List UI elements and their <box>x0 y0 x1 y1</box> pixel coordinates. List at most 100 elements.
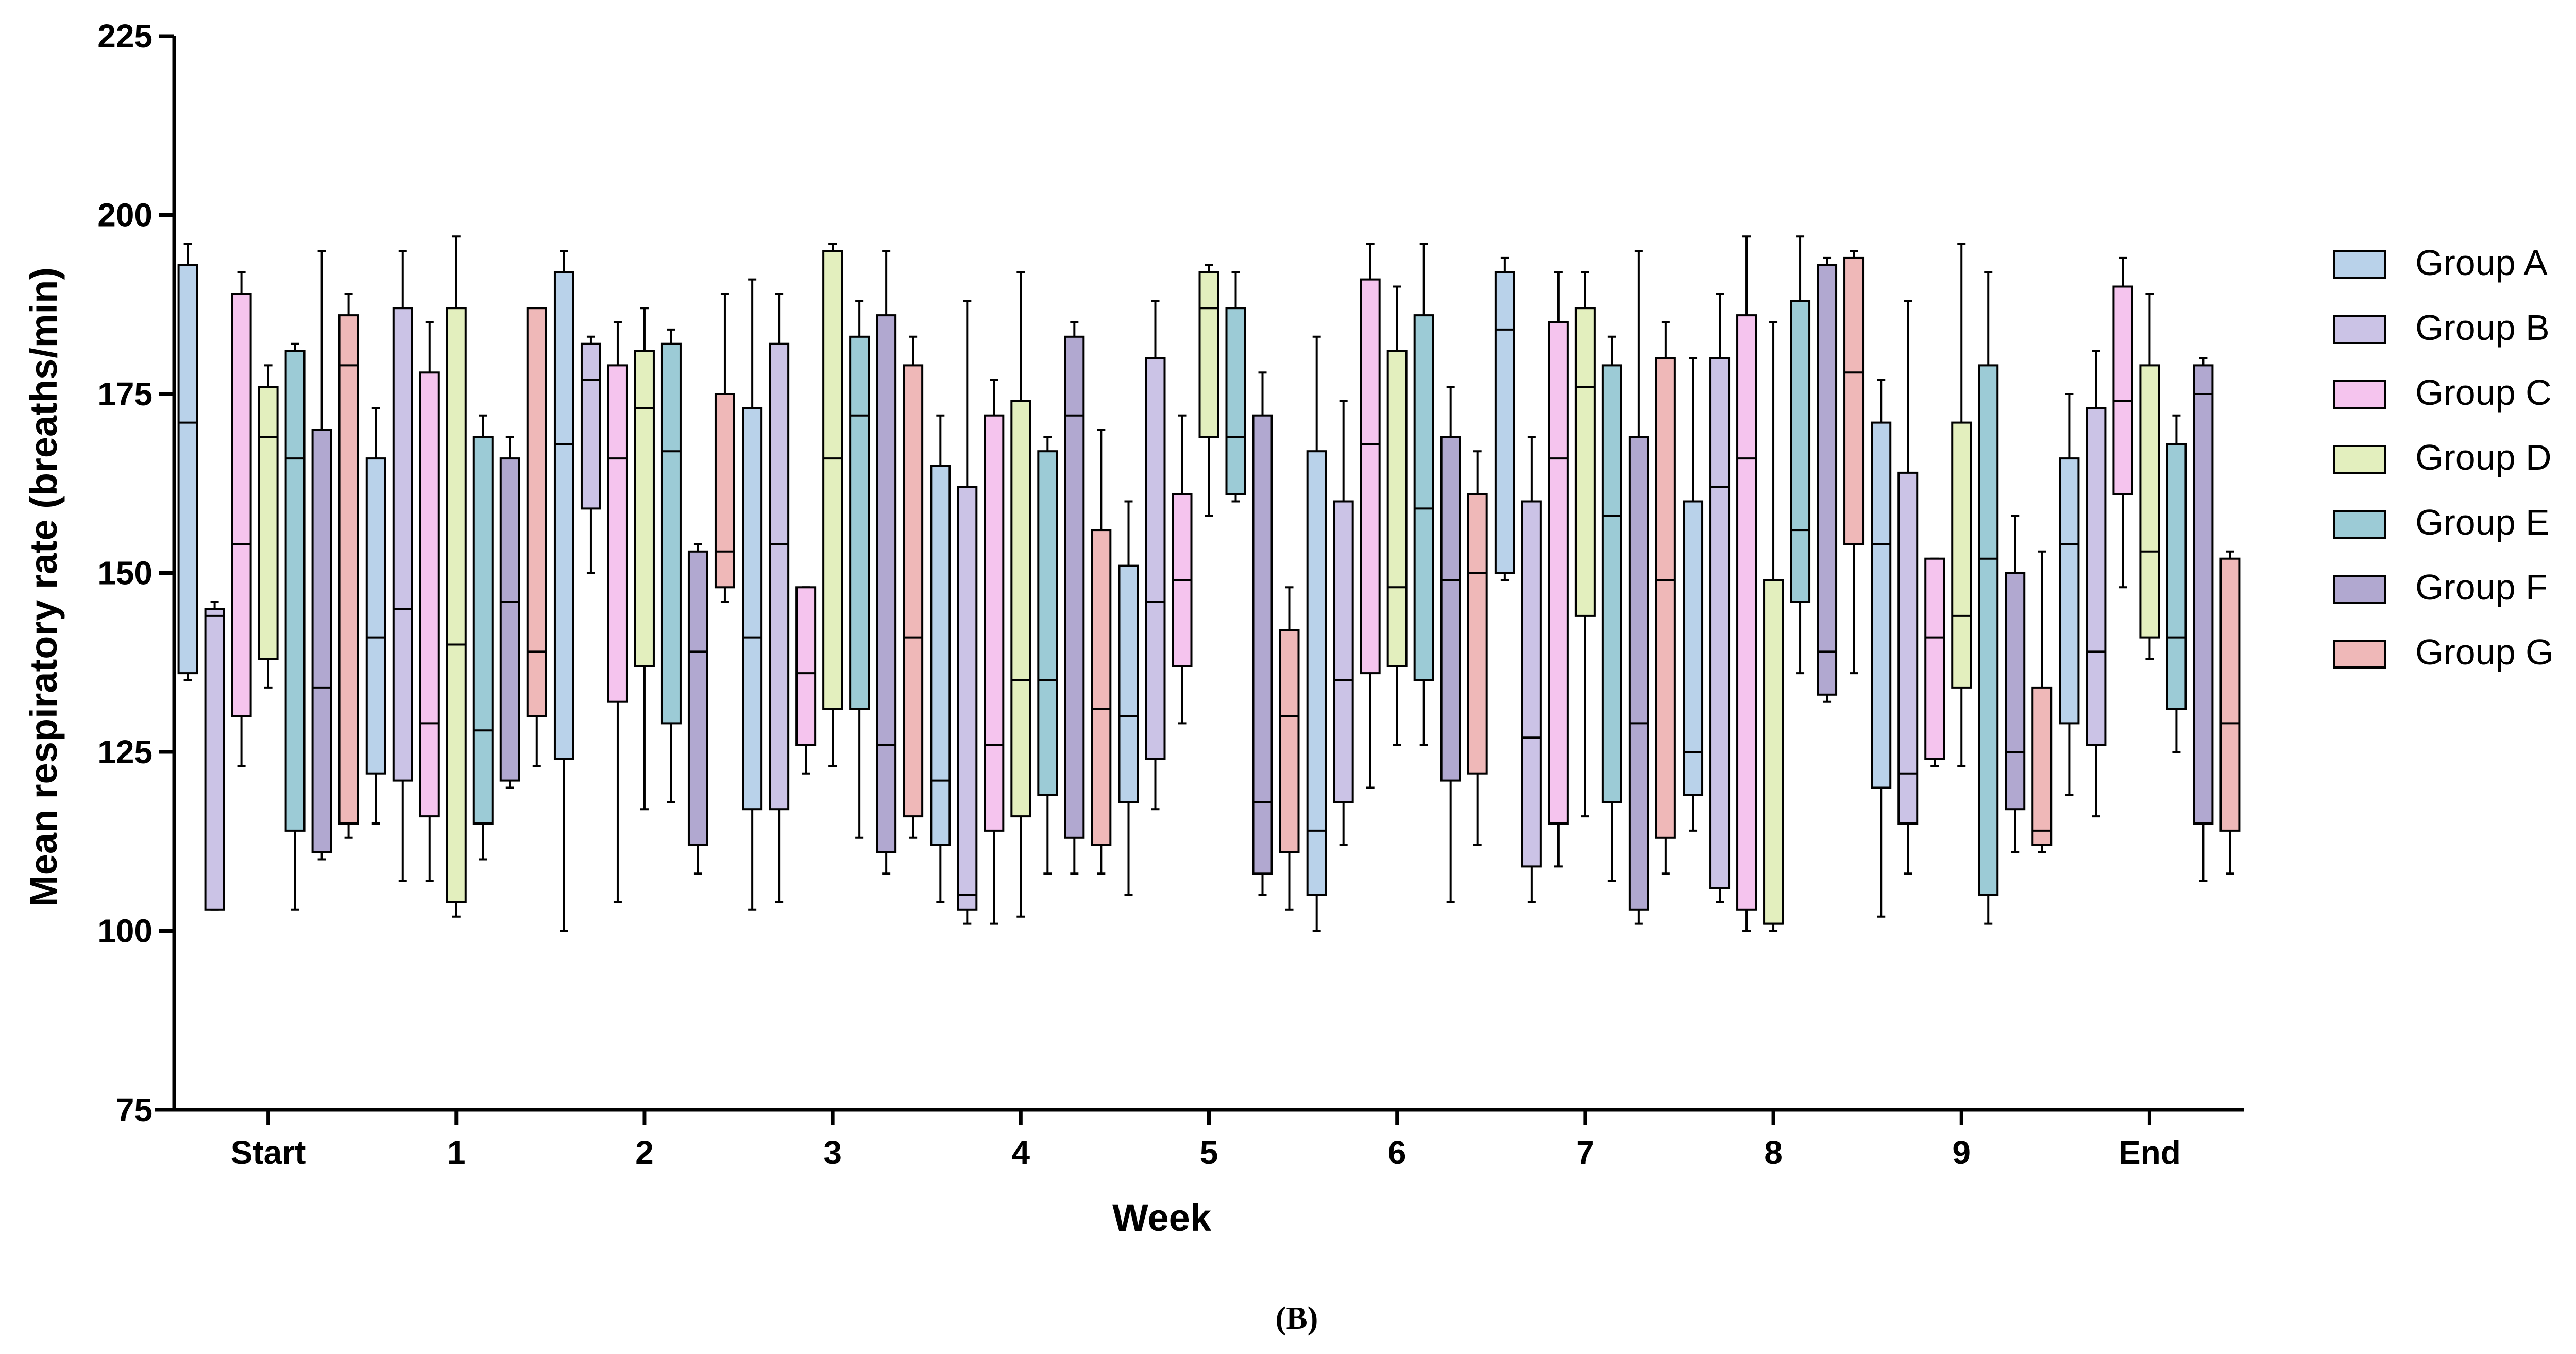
box <box>580 342 601 510</box>
box <box>687 550 708 846</box>
box <box>984 414 1005 832</box>
legend-swatch <box>2333 510 2386 539</box>
box <box>634 350 655 667</box>
box <box>1521 500 1542 868</box>
box <box>258 386 279 660</box>
box <box>2139 364 2160 639</box>
legend-swatch <box>2333 315 2386 344</box>
legend-item: Group A <box>2333 243 2548 283</box>
box <box>1601 364 1622 803</box>
box <box>419 371 440 818</box>
box <box>1386 350 1408 667</box>
legend-swatch <box>2333 250 2386 279</box>
box <box>1145 357 1166 760</box>
box <box>1897 471 1919 825</box>
legend-label: Group G <box>2415 632 2553 672</box>
box <box>1413 314 1434 681</box>
legend-label: Group F <box>2415 567 2548 607</box>
x-tick-label: 6 <box>1388 1134 1406 1171</box>
x-tick-label: 4 <box>1012 1134 1030 1171</box>
box <box>660 342 682 725</box>
series-group-a <box>177 243 2080 932</box>
x-tick-label: 2 <box>635 1134 654 1171</box>
box <box>1306 450 1327 896</box>
x-tick-label: 9 <box>1952 1134 1971 1171</box>
axes: 75 100 125 150 175 200 225 Start 1 2 3 4 5 6 7 8 9 End <box>97 18 2244 1171</box>
legend-swatch <box>2333 445 2386 474</box>
legend-label: Group D <box>2415 437 2552 477</box>
y-tick-label: 125 <box>97 733 152 770</box>
box <box>2086 407 2107 746</box>
legend-item: Group G <box>2333 632 2553 672</box>
box <box>2112 285 2133 495</box>
box <box>1467 493 1488 775</box>
box <box>1440 436 1461 782</box>
box <box>607 364 628 703</box>
series-group-c <box>231 235 2133 932</box>
box <box>1574 307 1596 617</box>
box <box>2219 557 2241 832</box>
box <box>1494 271 1515 574</box>
legend-item: Group D <box>2333 437 2552 477</box>
box <box>1871 421 1892 789</box>
legend: Group A Group B Group C Group D Group E Group… <box>2333 243 2553 672</box>
series-group-b <box>204 250 2107 925</box>
box <box>1709 357 1731 889</box>
box <box>204 608 225 911</box>
x-tick-label: End <box>2119 1134 2181 1171</box>
x-tick-label: 7 <box>1576 1134 1595 1171</box>
y-tick-label: 150 <box>97 555 152 592</box>
box <box>1279 629 1300 853</box>
x-axis-title: Week <box>1112 1196 1212 1239</box>
box <box>1951 421 1972 689</box>
box <box>526 307 547 717</box>
legend-item: Group B <box>2333 307 2550 348</box>
box <box>795 586 817 746</box>
x-tick-label: 3 <box>823 1134 842 1171</box>
box <box>1978 364 1999 896</box>
box <box>1198 271 1219 438</box>
box <box>1037 450 1058 796</box>
series-group-g <box>338 250 2241 911</box>
box <box>1333 500 1354 803</box>
box <box>553 271 574 760</box>
legend-swatch <box>2333 640 2386 669</box>
box <box>1790 300 1811 603</box>
y-tick-label: 75 <box>116 1091 152 1128</box>
box <box>2166 443 2187 710</box>
box <box>930 465 951 846</box>
box <box>1843 256 1865 545</box>
box <box>1360 278 1381 675</box>
series-group-e <box>284 235 2187 925</box>
x-tick-label: 1 <box>447 1134 466 1171</box>
box <box>2031 686 2053 846</box>
y-tick-label: 100 <box>97 913 152 950</box>
box <box>1010 400 1031 818</box>
box <box>1628 436 1649 911</box>
x-tick-label: Start <box>231 1134 306 1171</box>
x-tick-label: 8 <box>1764 1134 1783 1171</box>
box <box>1655 357 1676 839</box>
box <box>2059 457 2080 725</box>
box <box>1924 557 1945 760</box>
box <box>876 314 897 853</box>
box <box>1118 564 1139 803</box>
y-tick-label: 225 <box>97 18 152 55</box>
box <box>338 314 359 825</box>
box <box>392 307 413 782</box>
legend-label: Group B <box>2415 307 2550 348</box>
box <box>2005 572 2026 811</box>
box <box>472 436 494 825</box>
box <box>714 393 735 589</box>
box <box>446 307 467 903</box>
box <box>177 264 198 675</box>
box <box>1817 264 1838 696</box>
legend-label: Group C <box>2415 372 2552 413</box>
box <box>769 342 790 811</box>
x-tick-label: 5 <box>1200 1134 1218 1171</box>
legend-item: Group E <box>2333 502 2550 542</box>
plot-area <box>177 235 2241 932</box>
box <box>1683 500 1704 796</box>
box <box>2193 364 2214 825</box>
